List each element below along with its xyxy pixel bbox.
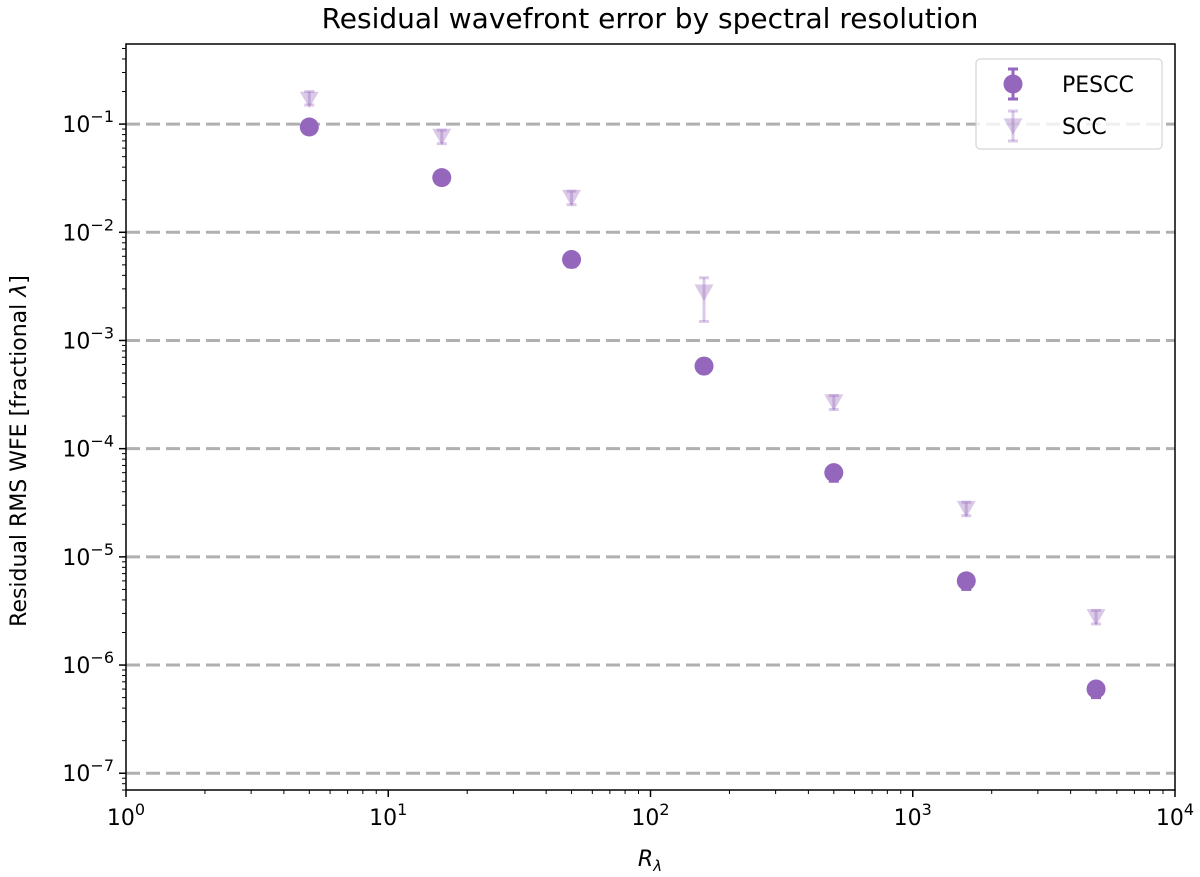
x-tick-label: 101	[369, 800, 407, 831]
chart-title: Residual wavefront error by spectral res…	[322, 2, 979, 35]
x-tick-label: 103	[894, 800, 932, 831]
data-point	[824, 394, 844, 412]
data-point	[956, 500, 976, 518]
y-tick-label: 10−7	[62, 756, 114, 787]
data-point	[299, 117, 319, 137]
legend-label: PESCC	[1062, 73, 1134, 98]
legend-label: SCC	[1062, 115, 1107, 140]
data-series	[299, 90, 1106, 700]
data-point	[562, 250, 582, 270]
y-tick-label: 10−4	[62, 432, 114, 463]
y-tick-label: 10−5	[62, 540, 114, 571]
reference-lines	[126, 122, 1175, 775]
x-tick-label: 100	[107, 800, 145, 831]
data-point	[299, 91, 319, 109]
legend-marker	[1003, 74, 1023, 94]
x-axis-label: Rλ	[638, 847, 662, 875]
data-point	[956, 571, 976, 591]
y-tick-label: 10−6	[62, 648, 114, 679]
legend: PESCC SCC	[975, 58, 1163, 150]
legend-marker	[1003, 118, 1023, 136]
y-tick-label: 10−2	[62, 215, 114, 246]
data-point	[694, 356, 714, 376]
plot-area-frame	[125, 43, 1176, 791]
data-point	[562, 189, 582, 207]
x-tick-label: 104	[1156, 800, 1194, 831]
y-tick-label: 10−1	[62, 107, 114, 138]
y-tick-label: 10−3	[62, 323, 114, 354]
data-point	[694, 284, 714, 302]
series-pescc	[299, 117, 1106, 700]
x-tick-label: 102	[631, 800, 669, 831]
series-scc	[299, 90, 1106, 626]
y-axis-label: Residual RMS WFE [fractional λ]	[7, 275, 32, 627]
axis-ticks: 100 101 102 103 104 10−7 10−6 10−5 10−4 10−3 10−2 1…	[62, 47, 1194, 831]
data-point	[1086, 679, 1106, 699]
data-point	[432, 168, 452, 188]
data-point	[824, 463, 844, 483]
legend-box	[975, 58, 1163, 150]
data-point	[432, 128, 452, 146]
data-point	[1086, 609, 1106, 626]
